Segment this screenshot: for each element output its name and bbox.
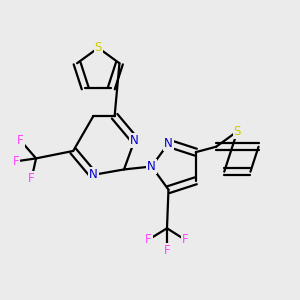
Text: S: S	[234, 125, 241, 138]
Text: F: F	[145, 233, 152, 246]
Text: S: S	[94, 41, 102, 54]
Text: F: F	[182, 233, 188, 246]
Text: N: N	[147, 160, 156, 173]
Text: N: N	[89, 168, 98, 182]
Text: F: F	[28, 172, 35, 185]
Text: F: F	[164, 244, 170, 257]
Text: N: N	[130, 134, 139, 147]
Text: N: N	[164, 137, 173, 150]
Text: F: F	[13, 155, 19, 168]
Text: F: F	[17, 134, 24, 147]
